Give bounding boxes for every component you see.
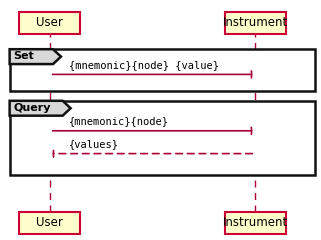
Text: {values}: {values}: [69, 139, 119, 149]
Text: Instrument: Instrument: [222, 216, 288, 229]
Bar: [10, 49, 315, 91]
FancyBboxPatch shape: [225, 212, 286, 234]
Polygon shape: [10, 101, 71, 116]
Bar: [10, 101, 315, 175]
Text: {mnemonic}{node} {value}: {mnemonic}{node} {value}: [69, 60, 219, 70]
FancyBboxPatch shape: [19, 212, 80, 234]
Text: User: User: [36, 216, 63, 229]
FancyBboxPatch shape: [19, 12, 80, 34]
Text: {mnemonic}{node}: {mnemonic}{node}: [69, 116, 169, 126]
Text: Instrument: Instrument: [222, 16, 288, 29]
Text: Set: Set: [13, 51, 34, 61]
Text: User: User: [36, 16, 63, 29]
FancyBboxPatch shape: [225, 12, 286, 34]
Polygon shape: [10, 49, 61, 64]
Text: Query: Query: [13, 103, 51, 113]
